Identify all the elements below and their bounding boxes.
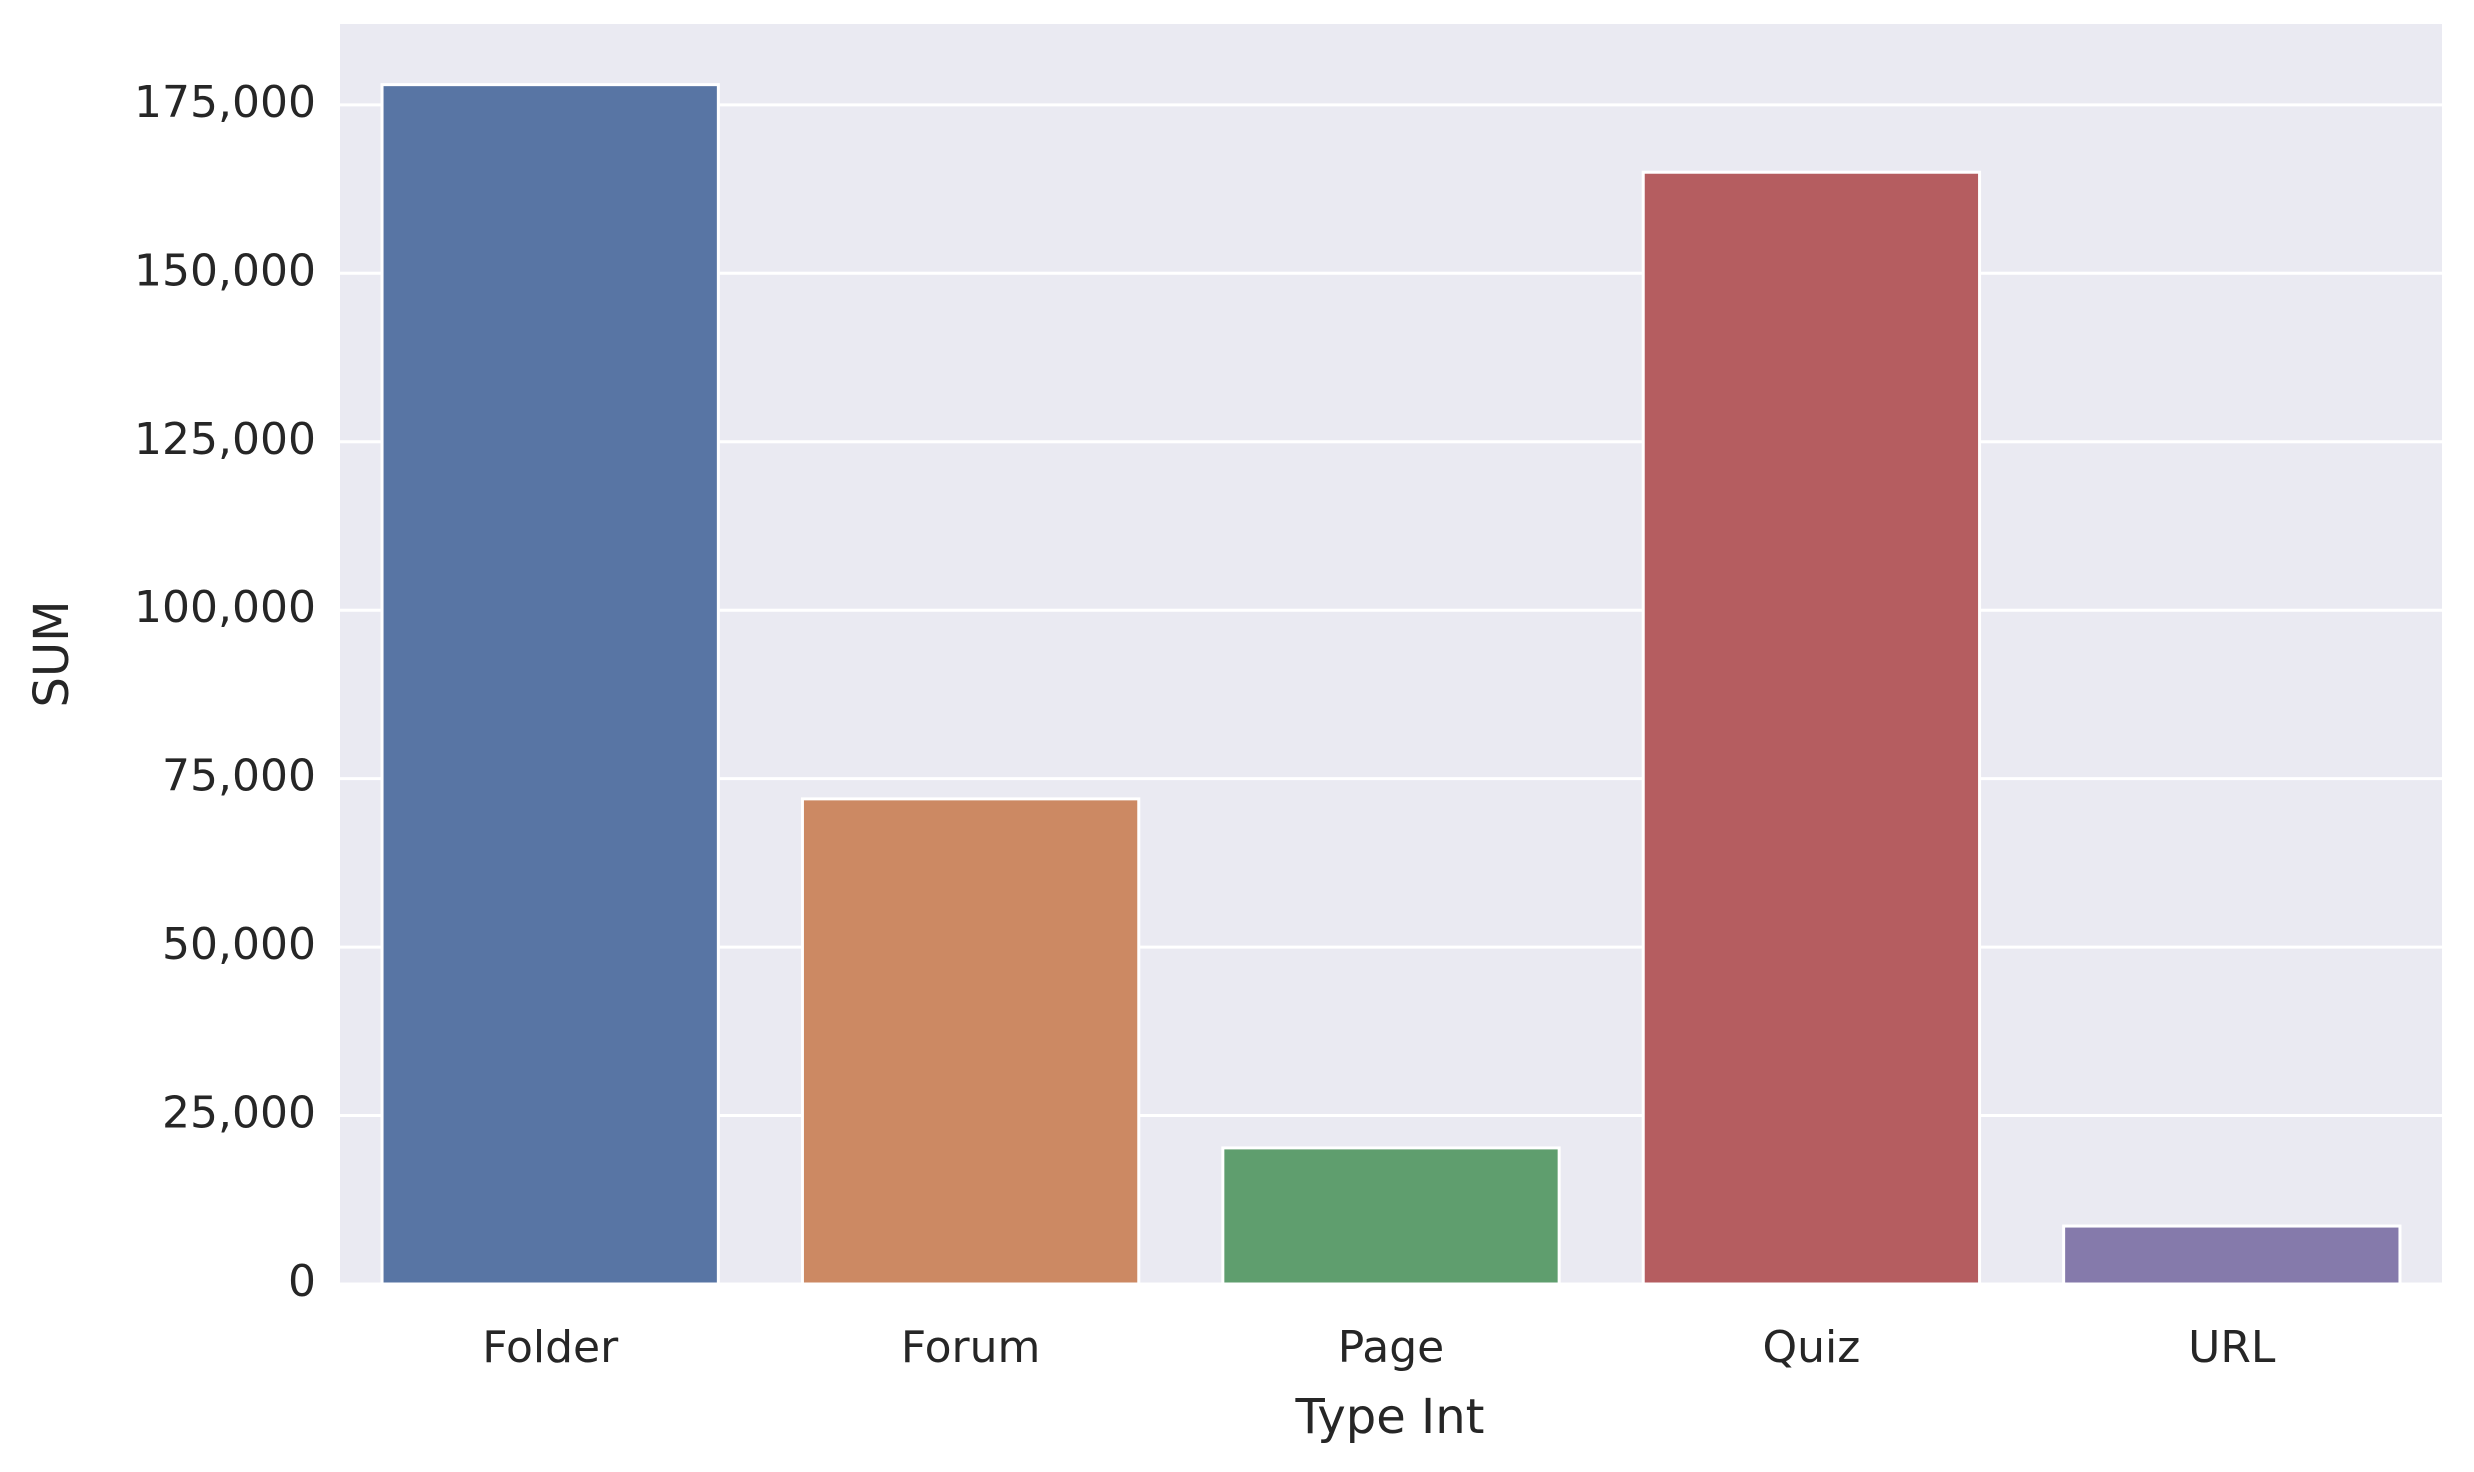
y-tick-label: 25,000 <box>162 1088 316 1139</box>
bar <box>800 797 1141 1286</box>
y-tick-label: 125,000 <box>134 414 316 465</box>
x-tick-label: URL <box>2188 1322 2276 1373</box>
x-tick-label: Quiz <box>1762 1322 1860 1373</box>
x-tick-label: Page <box>1338 1322 1445 1373</box>
bar <box>380 83 720 1286</box>
bar <box>1221 1146 1561 1286</box>
y-tick-label: 100,000 <box>134 582 316 633</box>
y-tick-label: 0 <box>288 1256 316 1307</box>
bar <box>1641 170 1982 1286</box>
y-tick-label: 75,000 <box>162 751 316 802</box>
x-tick-label: Forum <box>901 1322 1041 1373</box>
y-tick-label: 50,000 <box>162 919 316 970</box>
x-axis-label: Type Int <box>1295 1389 1485 1445</box>
bar <box>2062 1224 2402 1286</box>
y-tick-label: 150,000 <box>134 245 316 296</box>
y-tick-label: 175,000 <box>134 77 316 128</box>
y-axis-label: SUM <box>24 600 80 707</box>
x-tick-label: Folder <box>482 1322 619 1373</box>
